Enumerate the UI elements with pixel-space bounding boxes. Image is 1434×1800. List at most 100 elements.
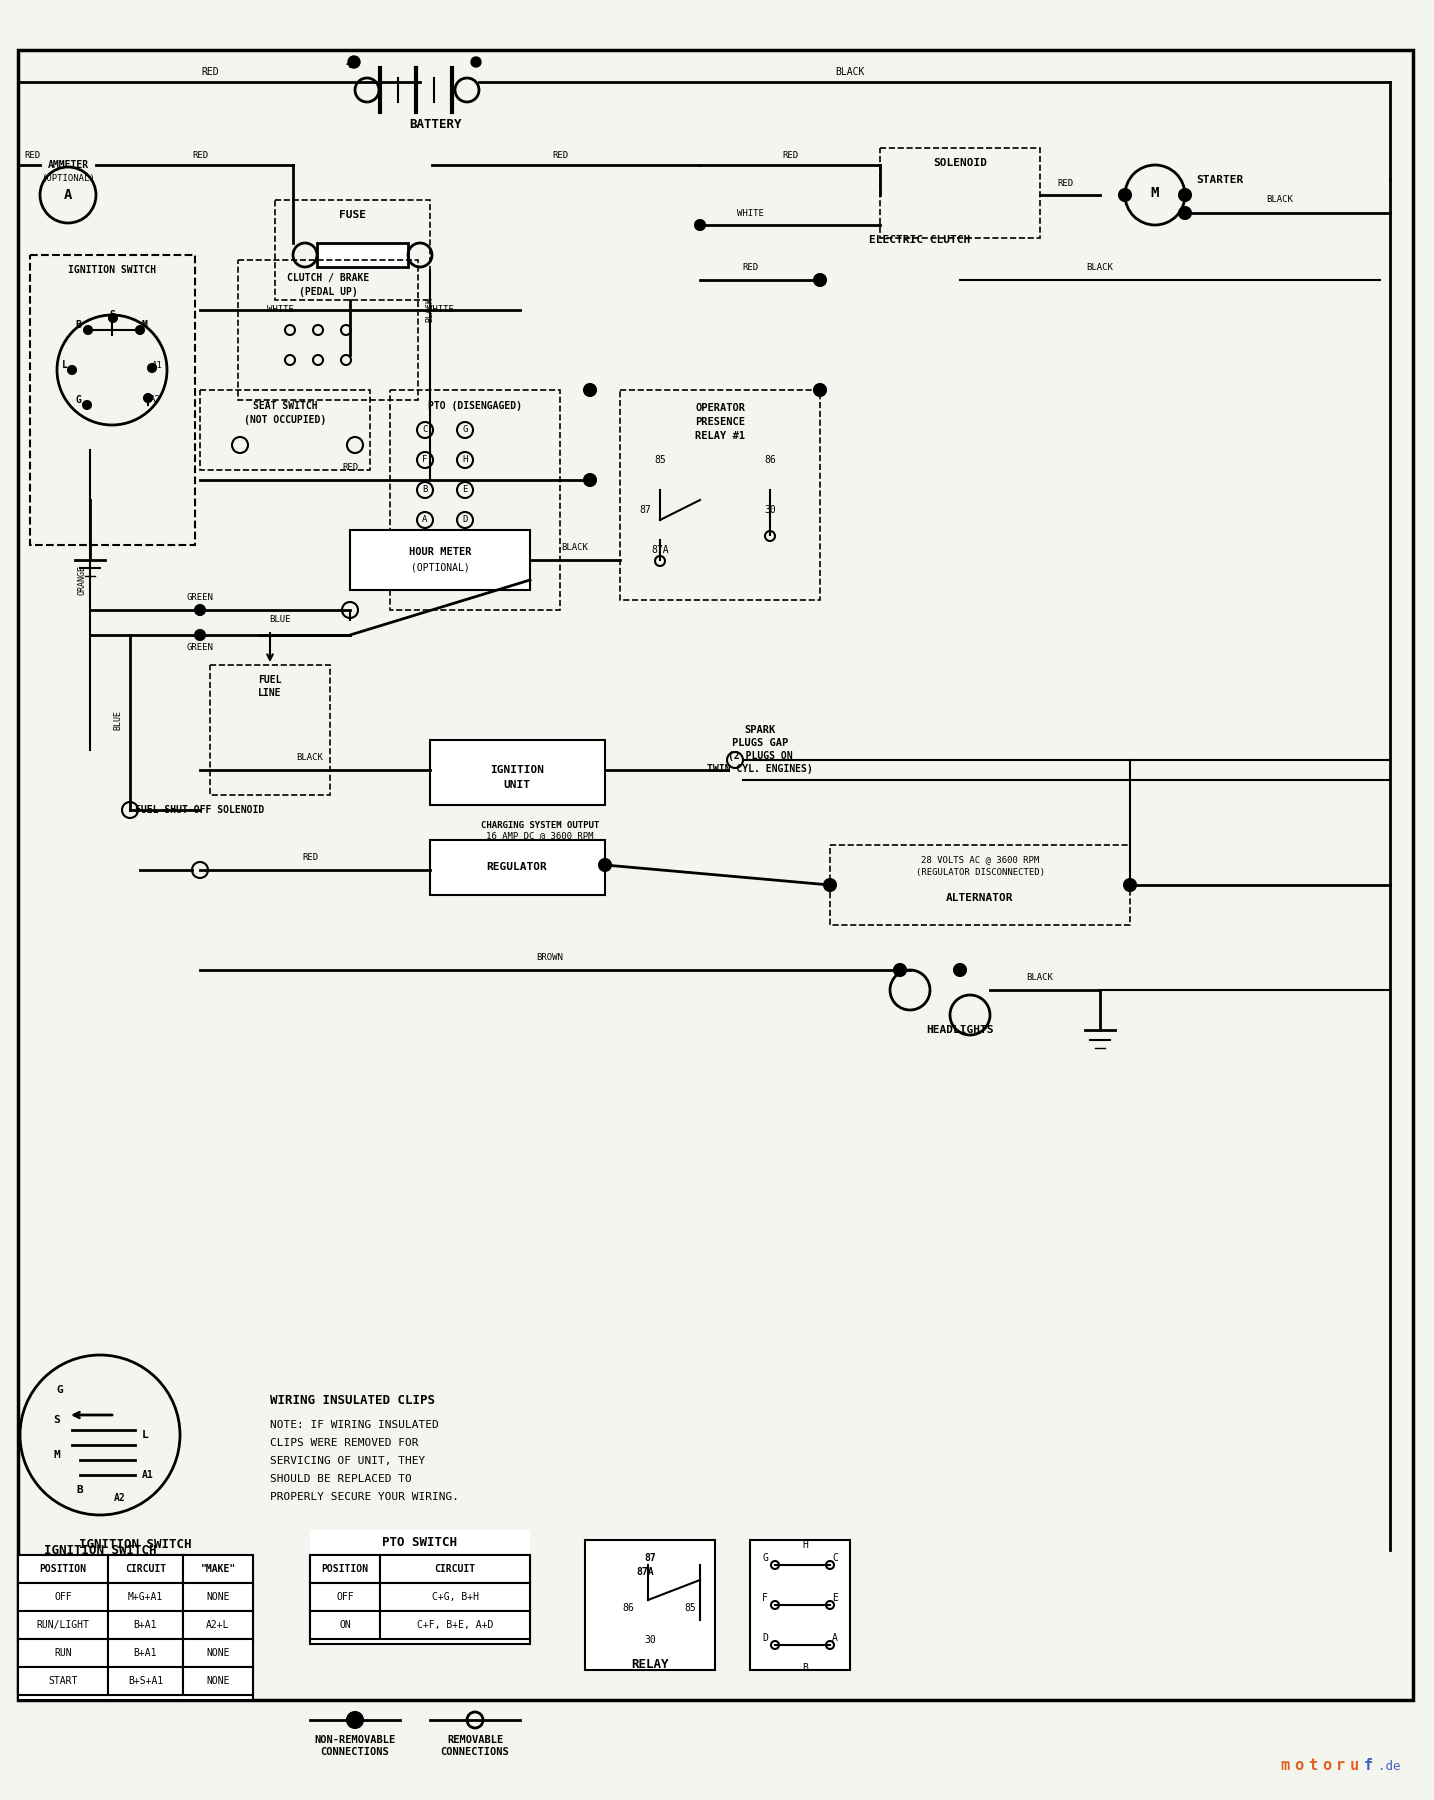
Text: OFF: OFF xyxy=(54,1591,72,1602)
Text: 86: 86 xyxy=(622,1604,634,1613)
Text: o: o xyxy=(1293,1759,1304,1773)
Text: BLACK: BLACK xyxy=(426,297,435,322)
Text: ON: ON xyxy=(338,1620,351,1631)
Circle shape xyxy=(195,605,205,616)
Circle shape xyxy=(148,364,156,373)
Text: 87: 87 xyxy=(644,1553,655,1562)
Text: WHITE: WHITE xyxy=(737,209,763,218)
Text: C: C xyxy=(832,1553,837,1562)
Text: PROPERLY SECURE YOUR WIRING.: PROPERLY SECURE YOUR WIRING. xyxy=(270,1492,459,1501)
Text: CONNECTIONS: CONNECTIONS xyxy=(440,1748,509,1757)
Text: PTO SWITCH: PTO SWITCH xyxy=(383,1537,457,1550)
Bar xyxy=(209,664,330,796)
Text: RED: RED xyxy=(741,263,759,272)
Circle shape xyxy=(83,401,90,409)
Bar xyxy=(19,1582,108,1611)
Text: M: M xyxy=(53,1451,60,1460)
Text: 85: 85 xyxy=(654,455,665,464)
Text: 28 VOLTS AC @ 3600 RPM: 28 VOLTS AC @ 3600 RPM xyxy=(921,855,1040,864)
Bar xyxy=(310,1611,380,1640)
Text: NON-REMOVABLE: NON-REMOVABLE xyxy=(314,1735,396,1744)
Text: t: t xyxy=(1308,1759,1316,1773)
Circle shape xyxy=(695,220,706,230)
Circle shape xyxy=(348,56,360,68)
Text: LINE: LINE xyxy=(258,688,281,698)
Text: G: G xyxy=(75,394,80,405)
Text: GREEN: GREEN xyxy=(186,594,214,603)
Text: GREEN: GREEN xyxy=(186,644,214,653)
Text: STARTER: STARTER xyxy=(1196,175,1243,185)
Circle shape xyxy=(815,274,826,286)
Circle shape xyxy=(584,473,597,486)
Text: IGNITION SWITCH: IGNITION SWITCH xyxy=(44,1544,156,1557)
Bar xyxy=(108,1555,184,1582)
Text: F: F xyxy=(422,455,427,464)
Text: A1: A1 xyxy=(152,360,162,369)
Text: FUSE: FUSE xyxy=(338,211,366,220)
Text: ELECTRIC CLUTCH: ELECTRIC CLUTCH xyxy=(869,236,971,245)
Circle shape xyxy=(347,1712,363,1728)
Text: SERVICING OF UNIT, THEY: SERVICING OF UNIT, THEY xyxy=(270,1456,426,1465)
Text: 87A: 87A xyxy=(651,545,668,554)
Bar xyxy=(310,1582,380,1611)
Text: E: E xyxy=(462,486,467,495)
Text: SPARK: SPARK xyxy=(744,725,776,734)
Text: WIRING INSULATED CLIPS: WIRING INSULATED CLIPS xyxy=(270,1393,435,1406)
Text: NONE: NONE xyxy=(206,1591,229,1602)
Text: IGNITION SWITCH: IGNITION SWITCH xyxy=(67,265,156,275)
Text: REMOVABLE: REMOVABLE xyxy=(447,1735,503,1744)
Bar xyxy=(380,1555,531,1582)
Bar xyxy=(19,1640,108,1667)
Text: f: f xyxy=(1364,1759,1374,1773)
Text: FUEL: FUEL xyxy=(258,675,281,686)
Bar xyxy=(19,1555,108,1582)
Text: ORANGE: ORANGE xyxy=(77,565,86,596)
Circle shape xyxy=(584,383,597,396)
Text: HEADLIGHTS: HEADLIGHTS xyxy=(926,1024,994,1035)
Text: (2 PLUGS ON: (2 PLUGS ON xyxy=(727,751,793,761)
Text: SOLENOID: SOLENOID xyxy=(934,158,987,167)
Text: G: G xyxy=(462,425,467,434)
Text: TWIN CYL. ENGINES): TWIN CYL. ENGINES) xyxy=(707,763,813,774)
Circle shape xyxy=(136,326,143,335)
Circle shape xyxy=(195,630,205,641)
Bar xyxy=(108,1582,184,1611)
Circle shape xyxy=(1119,189,1131,202)
Circle shape xyxy=(109,313,118,322)
Text: (OPTIONAL): (OPTIONAL) xyxy=(410,562,469,572)
Bar xyxy=(199,391,370,470)
Text: B: B xyxy=(422,486,427,495)
Text: BATTERY: BATTERY xyxy=(409,119,462,131)
Text: OPERATOR: OPERATOR xyxy=(695,403,746,412)
Text: B+S+A1: B+S+A1 xyxy=(128,1676,163,1687)
Text: 86: 86 xyxy=(764,455,776,464)
Bar xyxy=(184,1582,252,1611)
Circle shape xyxy=(893,965,906,976)
Text: m: m xyxy=(1281,1759,1289,1773)
Text: C+F, B+E, A+D: C+F, B+E, A+D xyxy=(417,1620,493,1631)
Text: A: A xyxy=(832,1633,837,1643)
Bar xyxy=(238,259,417,400)
Text: RELAY: RELAY xyxy=(631,1658,668,1672)
Circle shape xyxy=(470,58,480,67)
Bar xyxy=(19,1611,108,1640)
Bar xyxy=(184,1640,252,1667)
Bar xyxy=(30,256,195,545)
Text: START: START xyxy=(49,1676,77,1687)
Text: NONE: NONE xyxy=(206,1676,229,1687)
Text: (PEDAL UP): (PEDAL UP) xyxy=(298,286,357,297)
Text: F: F xyxy=(761,1593,769,1604)
Text: C: C xyxy=(422,425,427,434)
Text: BLACK: BLACK xyxy=(1087,263,1113,272)
Text: RED: RED xyxy=(303,853,318,862)
Text: BLUE: BLUE xyxy=(113,709,122,731)
Text: REGULATOR: REGULATOR xyxy=(486,862,548,871)
Text: POSITION: POSITION xyxy=(40,1564,86,1573)
Text: +: + xyxy=(346,58,354,72)
Text: D: D xyxy=(761,1633,769,1643)
Circle shape xyxy=(1179,207,1192,220)
Text: SEAT SWITCH: SEAT SWITCH xyxy=(252,401,317,410)
Bar xyxy=(19,1667,108,1696)
Text: BLACK: BLACK xyxy=(297,754,324,763)
Circle shape xyxy=(825,878,836,891)
